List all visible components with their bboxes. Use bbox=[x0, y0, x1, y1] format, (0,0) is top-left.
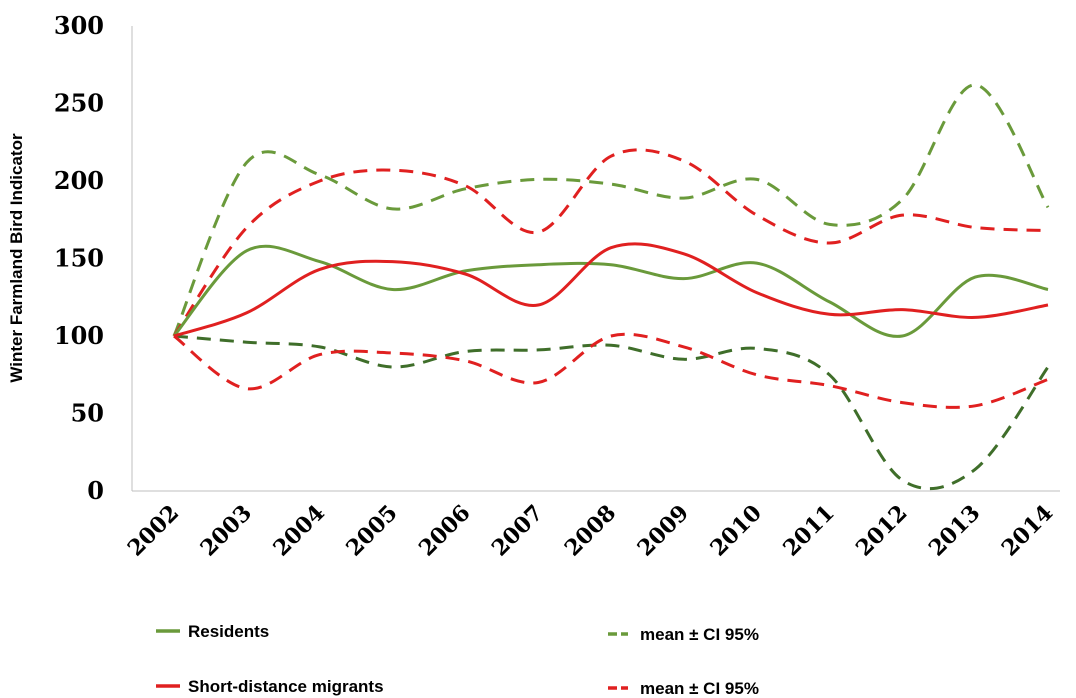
y-axis-label: Winter Farmland Bird Indicator bbox=[7, 133, 26, 383]
x-tick-label: 2005 bbox=[341, 500, 403, 562]
x-tick-label: 2013 bbox=[924, 500, 986, 562]
axes bbox=[131, 26, 1060, 492]
y-tick-label: 50 bbox=[71, 399, 104, 428]
ci-line-2 bbox=[173, 334, 1050, 491]
x-tick-label: 2003 bbox=[195, 500, 257, 562]
x-tick-label: 2010 bbox=[705, 500, 767, 562]
x-tick-label: 2014 bbox=[997, 500, 1059, 562]
y-tick-label: 250 bbox=[54, 89, 104, 118]
legend-label: Residents bbox=[188, 622, 269, 641]
legend: Residents mean ± CI 95% Short-distance mig… bbox=[156, 622, 759, 698]
legend-label: mean ± CI 95% bbox=[640, 679, 759, 698]
y-tick-label: 150 bbox=[54, 244, 104, 273]
x-tick-label: 2012 bbox=[851, 500, 913, 562]
legend-label: Short-distance migrants bbox=[188, 677, 384, 696]
ci-line-4 bbox=[172, 148, 1049, 337]
series-layer bbox=[172, 83, 1050, 491]
legend-label: mean ± CI 95% bbox=[640, 625, 759, 644]
x-tick-label: 2011 bbox=[778, 500, 840, 562]
series-line-0 bbox=[172, 244, 1049, 338]
y-tick-label: 0 bbox=[87, 476, 104, 505]
ci-line-1 bbox=[172, 83, 1050, 337]
y-tick-label: 300 bbox=[54, 11, 104, 40]
ci-line-5 bbox=[173, 332, 1049, 409]
x-tick-label: 2006 bbox=[414, 500, 476, 562]
y-tick-label: 100 bbox=[54, 321, 104, 350]
x-tick-label: 2008 bbox=[560, 500, 622, 562]
x-tick-label: 2004 bbox=[268, 500, 330, 562]
y-tick-label: 200 bbox=[54, 166, 104, 195]
x-tick-label: 2002 bbox=[123, 500, 185, 562]
x-tick-label: 2007 bbox=[487, 500, 549, 562]
series-line-3 bbox=[173, 242, 1049, 338]
x-tick-label: 2009 bbox=[632, 500, 694, 562]
